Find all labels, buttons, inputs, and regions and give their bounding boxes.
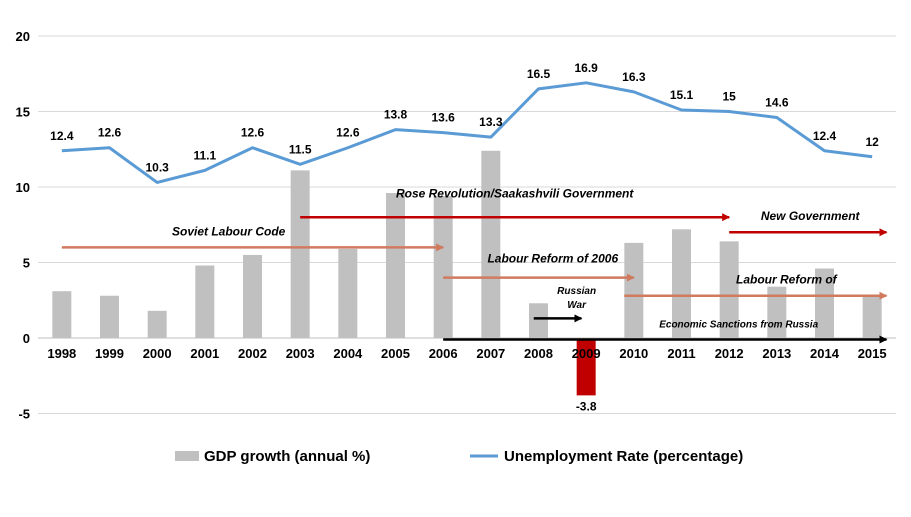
bar <box>147 310 167 338</box>
x-tick-label: 2004 <box>333 346 363 361</box>
y-tick-label: 0 <box>23 331 30 346</box>
y-tick-label: 5 <box>23 256 30 271</box>
bar <box>338 248 358 338</box>
annotation-label: Labour Reform of <box>736 273 838 287</box>
line-value-label: 15 <box>722 90 736 104</box>
annotation-label: War <box>567 300 587 311</box>
bar <box>719 241 739 338</box>
unemployment-line <box>61 81 873 184</box>
x-tick-label: 2007 <box>476 346 505 361</box>
x-tick-label: 2000 <box>143 346 172 361</box>
annotations: Soviet Labour Code Rose Revolution/Saakas… <box>61 187 888 344</box>
line-value-label: 13.3 <box>479 115 503 129</box>
line-value-label: 12.4 <box>50 129 74 143</box>
line-value-label: 12.6 <box>98 126 122 140</box>
bar <box>100 295 119 338</box>
bar <box>52 291 72 338</box>
bar <box>862 295 882 338</box>
line-value-label: 16.3 <box>622 70 646 84</box>
gridlines <box>38 35 896 414</box>
x-tick-label: 2014 <box>810 346 840 361</box>
x-tick-label: 2013 <box>762 346 791 361</box>
line-value-label: 16.5 <box>527 67 551 81</box>
annotation-label: Russian <box>557 286 596 297</box>
annotation-label: New Government <box>761 209 861 223</box>
bar <box>529 303 548 338</box>
line-value-label: 12 <box>865 135 879 149</box>
x-tick-label: 2015 <box>858 346 887 361</box>
line-value-label: 15.1 <box>670 88 694 102</box>
x-tick-label: 2009 <box>572 346 601 361</box>
legend-label-gdp: GDP growth (annual %) <box>204 448 370 465</box>
legend: GDP growth (annual %) Unemployment Rate … <box>175 448 743 465</box>
x-tick-label: 2008 <box>524 346 553 361</box>
legend-label-unemployment: Unemployment Rate (percentage) <box>504 448 743 465</box>
y-tick-label: 20 <box>16 29 30 44</box>
data-labels: -3.8 12.4 12.6 10.3 11.1 12.6 11.5 12.6 13.8 13.6… <box>50 61 879 414</box>
x-tick-label: 2012 <box>715 346 744 361</box>
line-value-label: 13.8 <box>384 108 408 122</box>
line-value-label: 14.6 <box>765 96 789 110</box>
y-tick-label: -5 <box>18 407 30 422</box>
line-value-label: 11.1 <box>193 148 216 162</box>
x-tick-label: 2001 <box>190 346 219 361</box>
bar <box>243 254 262 338</box>
x-tick-label: 2002 <box>238 346 267 361</box>
line-value-label: 12.6 <box>336 126 360 140</box>
annotation-label: Soviet Labour Code <box>172 224 286 238</box>
x-tick-label: 2006 <box>429 346 458 361</box>
bar <box>624 242 644 338</box>
annotation-label: Rose Revolution/Saakashvili Government <box>396 187 634 201</box>
x-tick-label: 2003 <box>286 346 315 361</box>
bar <box>290 170 310 338</box>
bar <box>767 286 787 338</box>
y-tick-label: 15 <box>16 105 30 120</box>
line-value-label: 16.9 <box>574 61 598 75</box>
x-tick-label: 2011 <box>667 346 695 361</box>
legend-swatch-gdp <box>175 451 199 461</box>
line-value-label: 12.6 <box>241 126 265 140</box>
annotation-label: Labour Reform of 2006 <box>487 252 618 266</box>
x-tick-label: 2010 <box>619 346 648 361</box>
line-value-label: 12.4 <box>813 129 837 143</box>
line-value-label: 10.3 <box>145 160 169 174</box>
y-tick-label: 10 <box>16 180 30 195</box>
bar <box>815 268 834 338</box>
annotation-label: Economic Sanctions from Russia <box>659 319 818 330</box>
bar <box>481 150 501 338</box>
x-tick-label: 1999 <box>95 346 124 361</box>
bar <box>433 196 453 338</box>
bar <box>195 265 215 338</box>
x-tick-label: 1998 <box>47 346 76 361</box>
bar-value-label: -3.8 <box>576 399 597 413</box>
bar <box>672 229 691 338</box>
x-tick-label: 2005 <box>381 346 410 361</box>
bar <box>576 338 596 396</box>
bar <box>386 193 405 338</box>
line-series <box>61 81 873 184</box>
bar-series <box>52 150 882 396</box>
line-value-label: 13.6 <box>431 111 455 125</box>
line-value-label: 11.5 <box>289 142 312 156</box>
